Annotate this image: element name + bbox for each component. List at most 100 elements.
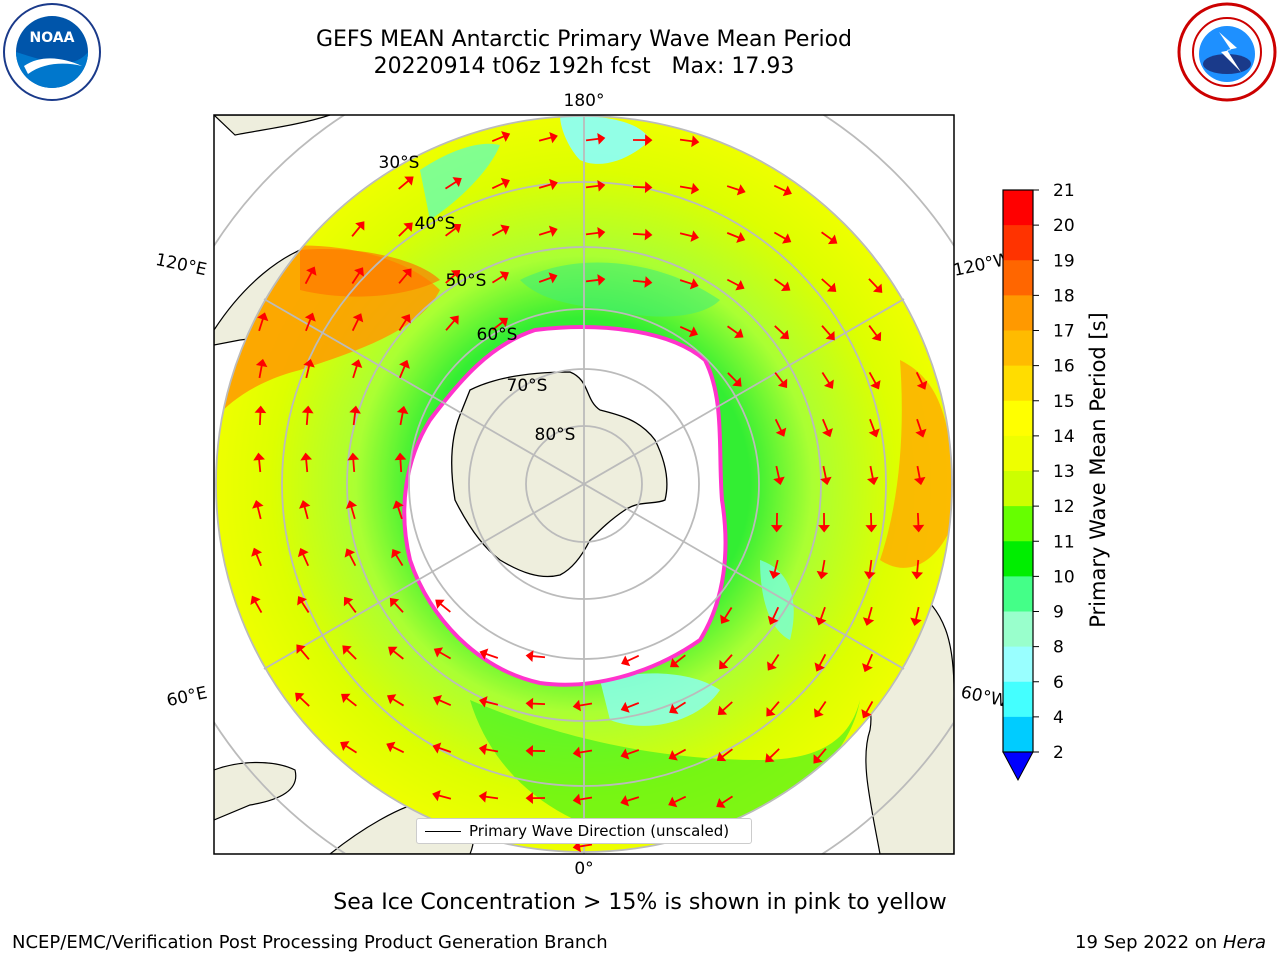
direction-arrow (392, 650, 404, 660)
direction-arrow-head (386, 741, 396, 753)
direction-arrow (726, 232, 740, 239)
direction-arrow-head (343, 596, 354, 607)
direction-arrow (352, 365, 358, 379)
direction-arrow-head (732, 377, 742, 387)
direction-arrow (302, 553, 310, 567)
direction-arrow-head (916, 380, 928, 390)
direction-arrow-head (432, 742, 442, 754)
colorbar-segment (1003, 435, 1033, 472)
direction-arrow-head (825, 330, 835, 341)
direction-arrow (531, 655, 546, 659)
direction-arrow-head (391, 548, 402, 559)
colorbar-segment (1003, 190, 1033, 226)
direction-arrow (300, 601, 310, 614)
direction-arrow-head (864, 571, 876, 580)
direction-arrow-head (779, 329, 790, 340)
direction-arrow (769, 701, 780, 713)
colorbar-tick-label: 16 (1053, 357, 1075, 377)
south-america-land (214, 115, 331, 136)
direction-arrow-head (644, 276, 653, 288)
direction-arrow-head (870, 380, 881, 390)
direction-arrow (351, 272, 361, 285)
footer-date: 19 Sep 2022 on Hera (1075, 932, 1266, 953)
footer-date-text: 19 Sep 2022 on (1075, 932, 1223, 953)
colorbar-tick-label: 9 (1053, 603, 1064, 623)
colorbar-tick-label: 6 (1053, 673, 1064, 693)
direction-arrow (916, 418, 923, 432)
colorbar-tick-label: 11 (1053, 532, 1075, 552)
direction-arrow (822, 418, 829, 432)
direction-arrow-head (862, 663, 873, 673)
direction-arrow (258, 411, 262, 426)
direction-arrow-head (813, 754, 823, 764)
direction-arrow (299, 648, 310, 660)
direction-arrow (531, 702, 546, 706)
direction-arrow (254, 600, 263, 614)
direction-arrow (485, 652, 499, 659)
meridian-label-60e: 60°E (165, 683, 209, 711)
colorbar-tick-label: 20 (1053, 216, 1075, 236)
colorbar-title: Primary Wave Mean Period [s] (1086, 312, 1110, 628)
direction-arrow-head (400, 314, 411, 324)
direction-arrow-head (549, 131, 558, 144)
direction-arrow-head (822, 428, 833, 438)
direction-arrow-head (525, 650, 534, 662)
direction-arrow (484, 748, 499, 753)
direction-arrow-head (668, 750, 678, 761)
direction-arrow-head (450, 269, 461, 280)
direction-arrow-head (301, 405, 314, 414)
direction-arrow (347, 601, 357, 613)
direction-arrow (346, 649, 357, 660)
legend-line-swatch (425, 831, 461, 833)
direction-arrow-head (766, 707, 776, 717)
direction-arrow (485, 700, 499, 706)
direction-arrow (916, 512, 920, 527)
direction-arrow (538, 230, 552, 236)
direction-arrow (726, 278, 740, 287)
direction-arrow-head (820, 476, 832, 486)
direction-arrow (773, 231, 787, 240)
parallel-label-30s: 30°S (379, 153, 420, 173)
direction-arrow (868, 559, 873, 574)
direction-arrow-head (548, 225, 558, 237)
direction-arrow (352, 458, 356, 473)
direction-arrow (578, 796, 593, 801)
direction-arrow (869, 465, 874, 479)
colorbar-segment (1003, 260, 1033, 296)
svg-text:NOAA: NOAA (30, 30, 75, 46)
chart-subtitle: 20220914 t06z 192h fcst Max: 17.93 (373, 54, 795, 79)
direction-arrow (445, 227, 457, 237)
colorbar-tick-label: 4 (1053, 708, 1064, 728)
footer-host: Hera (1222, 932, 1266, 953)
colorbar-tick-label: 21 (1053, 181, 1075, 201)
direction-arrow-head (386, 694, 397, 705)
direction-arrow (723, 606, 733, 619)
direction-arrow (585, 278, 600, 283)
direction-arrow-head (296, 644, 306, 654)
madagascar-land (214, 761, 297, 821)
direction-arrow-head (572, 746, 581, 759)
direction-arrow (585, 231, 600, 236)
direction-arrow-head (644, 228, 653, 241)
direction-arrow-head (433, 647, 444, 658)
direction-arrow (916, 559, 920, 574)
direction-arrow-head (736, 184, 746, 196)
direction-arrow (674, 654, 686, 664)
meridian-label-120e: 120°E (154, 250, 209, 280)
direction-arrow-head (775, 427, 787, 437)
direction-arrow-head (814, 708, 824, 718)
direction-arrow-head (781, 281, 791, 292)
parallel-label-40s: 40°S (415, 214, 456, 234)
direction-arrow (484, 795, 499, 800)
direction-arrow (258, 458, 262, 473)
direction-arrow (491, 135, 505, 142)
direction-arrow (438, 794, 452, 800)
direction-arrow-head (403, 222, 413, 232)
direction-arrow (679, 279, 693, 285)
direction-arrow-head (500, 224, 510, 235)
direction-arrow (916, 465, 921, 479)
direction-arrow (397, 506, 403, 520)
direction-arrow (869, 418, 876, 432)
direction-arrow-head (340, 741, 350, 752)
direction-arrow (868, 371, 877, 385)
